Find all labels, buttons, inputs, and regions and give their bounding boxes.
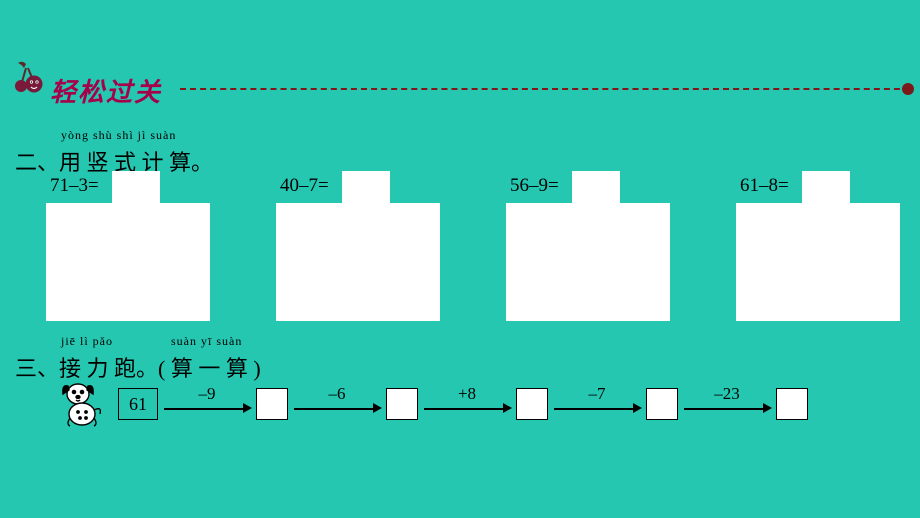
divider-dot xyxy=(902,83,914,95)
problem-2-expr: 40–7= xyxy=(280,175,329,197)
section-3-label: 三、接 力 跑。( 算 一 算 ) xyxy=(15,351,261,383)
relay-box-5[interactable] xyxy=(776,388,808,420)
problem-3-work[interactable] xyxy=(506,203,670,321)
problem-4-work[interactable] xyxy=(736,203,900,321)
problem-4-answer[interactable] xyxy=(802,171,850,207)
relay-arrow-3: +8 xyxy=(418,388,516,420)
page-title: 轻松过关 xyxy=(50,72,162,109)
problem-3-expr: 56–9= xyxy=(510,175,559,197)
relay-chain: 61 –9 –6 +8 –7 –23 xyxy=(118,388,808,420)
relay-arrow-1: –9 xyxy=(158,388,256,420)
problem-4-expr: 61–8= xyxy=(740,175,789,197)
section-3: jiē lì pǎo suàn yī suàn 三、接 力 跑。( 算 一 算 … xyxy=(15,334,261,383)
problem-2-answer[interactable] xyxy=(342,171,390,207)
dog-icon xyxy=(56,376,112,432)
relay-start: 61 xyxy=(118,388,158,420)
section-3-pinyin-2: suàn yī suàn xyxy=(171,334,242,349)
problem-1-work[interactable] xyxy=(46,203,210,321)
divider-dashes xyxy=(180,88,910,90)
problem-1-answer[interactable] xyxy=(112,171,160,207)
relay-arrow-4: –7 xyxy=(548,388,646,420)
problem-2-work[interactable] xyxy=(276,203,440,321)
relay-box-4[interactable] xyxy=(646,388,678,420)
relay-arrow-2: –6 xyxy=(288,388,386,420)
section-3-pinyin-1: jiē lì pǎo xyxy=(61,334,149,349)
relay-box-3[interactable] xyxy=(516,388,548,420)
problem-1-expr: 71–3= xyxy=(50,175,99,197)
relay-arrow-5: –23 xyxy=(678,388,776,420)
section-2-pinyin: yòng shù shì jì suàn xyxy=(61,128,213,143)
relay-box-1[interactable] xyxy=(256,388,288,420)
problem-3-answer[interactable] xyxy=(572,171,620,207)
section-2: yòng shù shì jì suàn 二、用 竖 式 计 算。 xyxy=(15,128,213,177)
relay-box-2[interactable] xyxy=(386,388,418,420)
